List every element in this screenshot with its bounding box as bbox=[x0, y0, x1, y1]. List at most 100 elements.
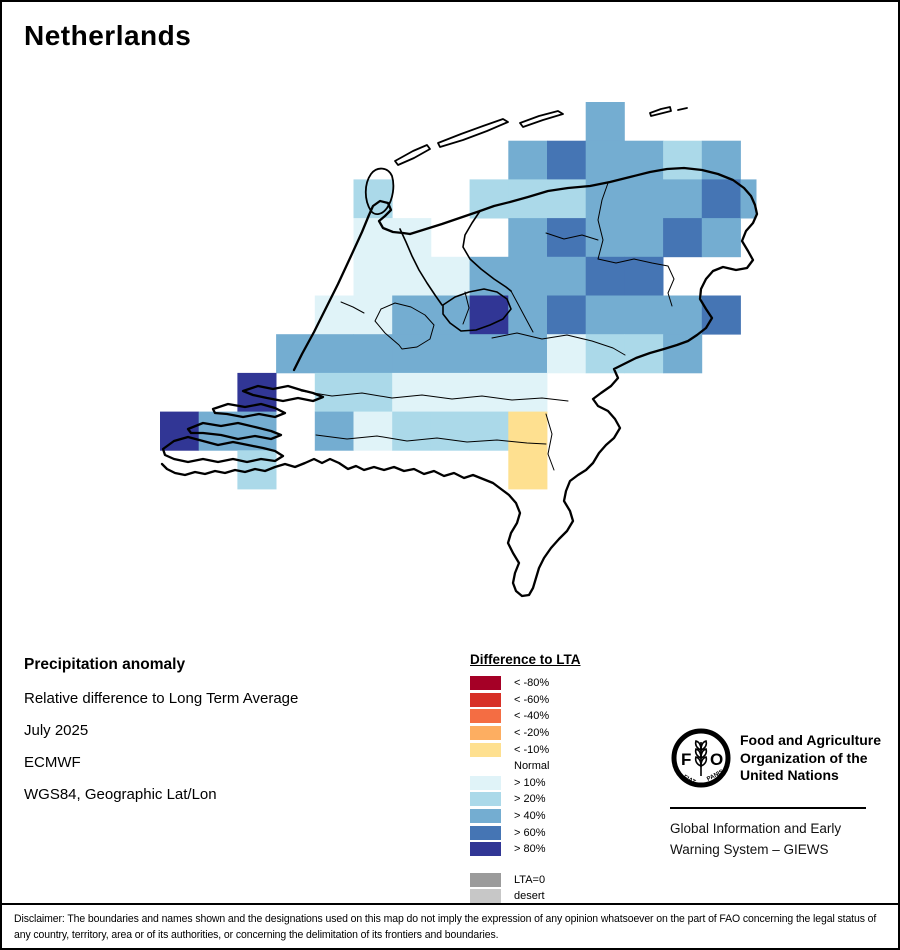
legend-label: desert bbox=[514, 890, 545, 903]
legend-swatch bbox=[470, 759, 501, 774]
fao-org-name: Food and Agriculture Organization of the… bbox=[740, 732, 882, 783]
map-cell bbox=[314, 334, 354, 374]
country-outline bbox=[160, 106, 759, 598]
legend-swatch bbox=[470, 709, 501, 724]
map-cell bbox=[547, 295, 587, 335]
fao-block: F O FIAT PANIS Food and Ag bbox=[670, 726, 884, 860]
map-cell bbox=[547, 140, 587, 180]
disclaimer-box: Disclaimer: The boundaries and names sho… bbox=[2, 903, 898, 948]
legend-label: < -40% bbox=[514, 710, 550, 723]
map-cell bbox=[508, 295, 548, 335]
fao-letter-o: O bbox=[710, 750, 723, 769]
map-cell bbox=[469, 372, 509, 412]
legend-label: < -10% bbox=[514, 743, 550, 756]
info-heading: Precipitation anomaly bbox=[24, 656, 186, 673]
map-cell bbox=[353, 295, 393, 335]
disclaimer-text: Disclaimer: The boundaries and names sho… bbox=[14, 913, 877, 941]
legend-swatch bbox=[470, 726, 501, 741]
map-cell bbox=[469, 295, 509, 335]
map-cell bbox=[314, 295, 354, 335]
legend-item: Normal bbox=[470, 758, 640, 775]
map-cell bbox=[547, 218, 587, 258]
map-cell bbox=[430, 256, 470, 296]
map-cell bbox=[624, 295, 664, 335]
map-cell bbox=[663, 334, 703, 374]
map-cell bbox=[624, 179, 664, 219]
page-title: Netherlands bbox=[24, 20, 192, 51]
map-cell bbox=[430, 295, 470, 335]
map-cell bbox=[469, 411, 509, 451]
map-cell bbox=[430, 411, 470, 451]
info-period: July 2025 bbox=[24, 722, 89, 739]
legend-item: < -10% bbox=[470, 741, 640, 758]
map-cell bbox=[508, 140, 548, 180]
legend-label: > 80% bbox=[514, 843, 546, 856]
map-cell bbox=[430, 372, 470, 412]
legend-item: < -40% bbox=[470, 708, 640, 725]
map-cell bbox=[160, 411, 200, 451]
map-cell bbox=[663, 179, 703, 219]
legend-item: desert bbox=[470, 888, 640, 905]
legend-item: > 40% bbox=[470, 808, 640, 825]
map-cell bbox=[701, 218, 741, 258]
map-cell bbox=[624, 256, 664, 296]
info-projection: WGS84, Geographic Lat/Lon bbox=[24, 786, 217, 803]
legend-item: > 10% bbox=[470, 775, 640, 792]
legend-item: < -80% bbox=[470, 675, 640, 692]
info-subtitle: Relative difference to Long Term Average bbox=[24, 690, 299, 707]
legend-item: < -20% bbox=[470, 725, 640, 742]
legend-item: LTA=0 bbox=[470, 872, 640, 889]
map-cell bbox=[508, 450, 548, 490]
legend-items: < -80% < -60% < -40% < -20% < -10% Normal > 10… bbox=[470, 675, 640, 858]
map-cell bbox=[508, 218, 548, 258]
map-cell bbox=[585, 218, 625, 258]
legend-label: > 20% bbox=[514, 793, 546, 806]
netherlands-map bbox=[2, 2, 898, 632]
legend-label: < -60% bbox=[514, 693, 550, 706]
map-cell bbox=[353, 334, 393, 374]
legend-title: Difference to LTA bbox=[470, 652, 581, 667]
map-cell bbox=[547, 256, 587, 296]
fao-divider bbox=[670, 807, 866, 809]
map-canvas bbox=[160, 102, 759, 598]
map-cell bbox=[663, 295, 703, 335]
map-cell bbox=[508, 179, 548, 219]
map-cell bbox=[392, 334, 432, 374]
map-cell bbox=[392, 372, 432, 412]
map-cell bbox=[585, 102, 625, 142]
map-cell bbox=[701, 295, 741, 335]
map-cell bbox=[353, 372, 393, 412]
legend-item: < -60% bbox=[470, 692, 640, 709]
legend-swatch bbox=[470, 825, 501, 840]
map-cell bbox=[353, 256, 393, 296]
info-source: ECMWF bbox=[24, 754, 81, 771]
wheat-icon bbox=[694, 739, 708, 776]
map-cell bbox=[701, 179, 741, 219]
legend-swatch bbox=[470, 809, 501, 824]
map-cell bbox=[430, 334, 470, 374]
legend-swatch bbox=[470, 676, 501, 691]
map-cell bbox=[508, 256, 548, 296]
legend-label: LTA=0 bbox=[514, 873, 546, 886]
legend-label: Normal bbox=[514, 760, 550, 773]
map-cell bbox=[392, 411, 432, 451]
map-cell bbox=[392, 256, 432, 296]
legend-label: > 40% bbox=[514, 810, 546, 823]
map-cell bbox=[508, 334, 548, 374]
map-cell bbox=[585, 295, 625, 335]
giews-label: Global Information and Early Warning Sys… bbox=[670, 821, 842, 857]
map-cell bbox=[547, 334, 587, 374]
legend-swatch bbox=[470, 742, 501, 757]
map-cell bbox=[508, 411, 548, 451]
fao-logo-icon: F O FIAT PANIS bbox=[671, 728, 731, 788]
legend-swatch bbox=[470, 692, 501, 707]
map-cell bbox=[353, 411, 393, 451]
map-cell bbox=[701, 140, 741, 180]
map-cell bbox=[624, 334, 664, 374]
legend-label: < -80% bbox=[514, 677, 550, 690]
legend: Difference to LTA < -80% < -60% < -40% < -2… bbox=[470, 652, 640, 905]
fao-logo: F O FIAT PANIS bbox=[670, 726, 732, 795]
legend-item: > 20% bbox=[470, 791, 640, 808]
legend-swatch bbox=[470, 889, 501, 904]
map-cell bbox=[314, 372, 354, 412]
